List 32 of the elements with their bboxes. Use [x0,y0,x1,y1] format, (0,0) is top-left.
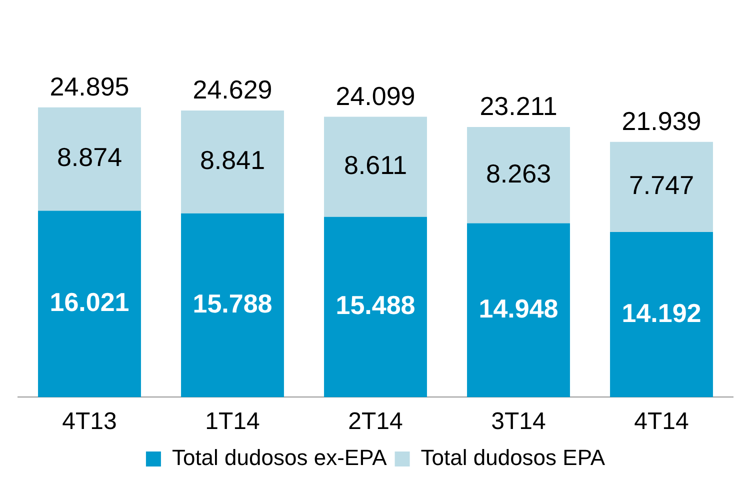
bar [38,107,141,211]
total-label: 24.629 [192,74,272,105]
total-label: 24.099 [336,80,416,111]
bar [38,210,141,398]
bar [467,223,570,398]
x-tick-label: 4T14 [634,408,689,436]
data-label: 15.488 [336,290,416,320]
bar [467,127,570,224]
x-tick-label: 2T14 [348,408,403,436]
x-tick-label: 1T14 [205,408,260,436]
data-label: 7.747 [628,170,694,200]
bar [324,216,427,398]
legend-label: Total dudosos EPA [420,445,606,470]
bar [181,110,284,214]
bar [324,116,427,217]
legend-label: Total dudosos ex-EPA [172,445,388,470]
data-label: 14.948 [478,293,558,324]
total-label: 24.895 [50,72,130,102]
data-label: 8.611 [344,150,408,180]
data-label: 8.874 [56,142,122,172]
data-label: 15.788 [192,288,272,318]
bar [610,232,713,398]
data-label: 8.841 [200,145,266,176]
total-label: 23.211 [480,91,558,122]
total-label: 21.939 [622,106,702,136]
bar [181,213,284,398]
data-label: 16.021 [50,287,130,318]
data-label: 14.192 [622,298,702,328]
bar [610,142,713,232]
x-tick-label: 3T14 [491,408,546,436]
x-tick-label: 4T13 [62,408,117,436]
data-label: 8.263 [486,158,552,188]
